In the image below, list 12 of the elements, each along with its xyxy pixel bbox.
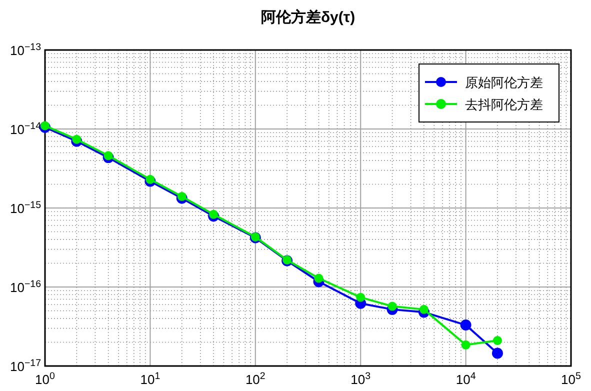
x-tick-label: 10$^{2}$ <box>245 370 266 387</box>
x-tick-label: 10$^{3}$ <box>350 370 371 387</box>
legend-label: 原始阿伦方差 <box>465 75 543 90</box>
y-tick-label: 10$^{−14}$ <box>10 120 42 137</box>
x-tick-label: 10$^{5}$ <box>561 370 582 387</box>
x-tick-label: 10$^{1}$ <box>140 370 160 387</box>
y-tick-label: 10$^{−13}$ <box>10 42 41 58</box>
x-tick-label: 10$^{4}$ <box>456 370 476 387</box>
legend-label: 去抖阿伦方差 <box>465 97 543 112</box>
chart-title: 阿伦方差δy(τ) <box>260 8 356 26</box>
y-tick-label: 10$^{−16}$ <box>10 278 41 295</box>
y-tick-label: 10$^{−15}$ <box>10 200 42 216</box>
